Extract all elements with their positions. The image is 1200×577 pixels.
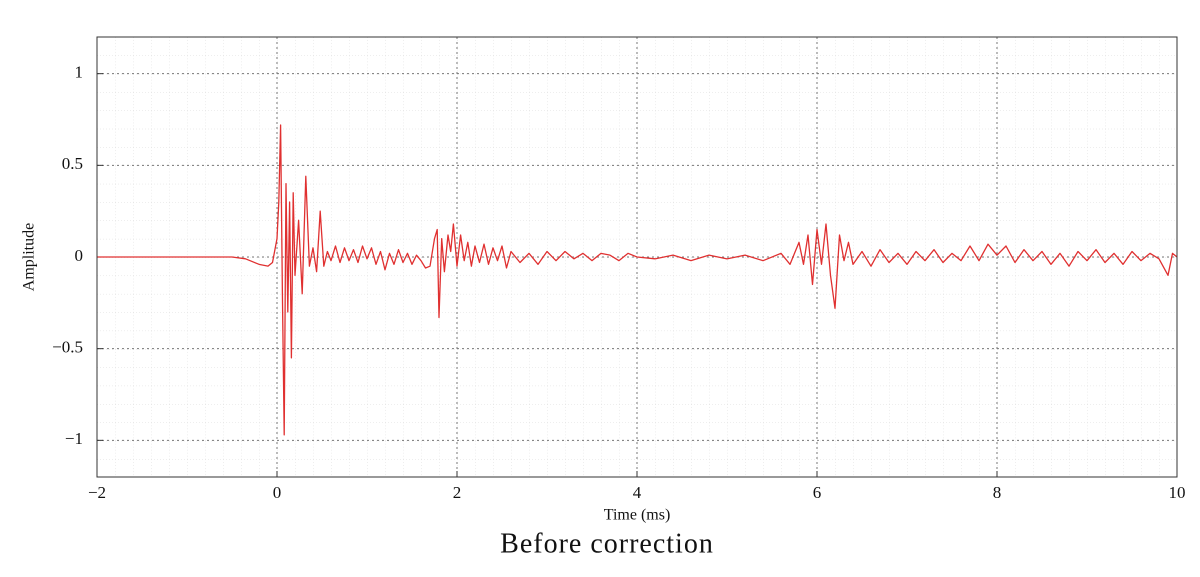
signal-line bbox=[97, 124, 1178, 436]
x-axis-label: Time (ms) bbox=[604, 507, 671, 524]
x-tick-label: 10 bbox=[1169, 483, 1186, 502]
y-tick-label: 0.5 bbox=[62, 154, 83, 173]
x-tick-label: 6 bbox=[813, 483, 822, 502]
y-tick-label: −1 bbox=[65, 429, 83, 448]
x-tick-label: 8 bbox=[993, 483, 1002, 502]
x-tick-label: −2 bbox=[88, 483, 106, 502]
chart-title: Before correction bbox=[500, 528, 714, 559]
x-tick-label: 0 bbox=[273, 483, 282, 502]
x-tick-label: 2 bbox=[453, 483, 462, 502]
y-tick-label: −0.5 bbox=[52, 338, 83, 357]
plot-frame bbox=[96, 36, 1178, 478]
y-tick-label: 1 bbox=[75, 63, 84, 82]
y-axis-label: Amplitude bbox=[21, 223, 38, 291]
y-tick-label: 0 bbox=[75, 246, 84, 265]
x-tick-label: 4 bbox=[633, 483, 642, 502]
